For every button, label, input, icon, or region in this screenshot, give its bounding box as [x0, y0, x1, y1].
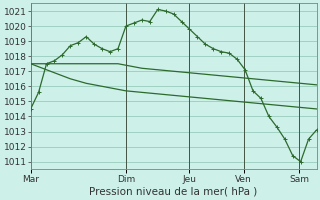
X-axis label: Pression niveau de la mer( hPa ): Pression niveau de la mer( hPa ) [90, 187, 258, 197]
